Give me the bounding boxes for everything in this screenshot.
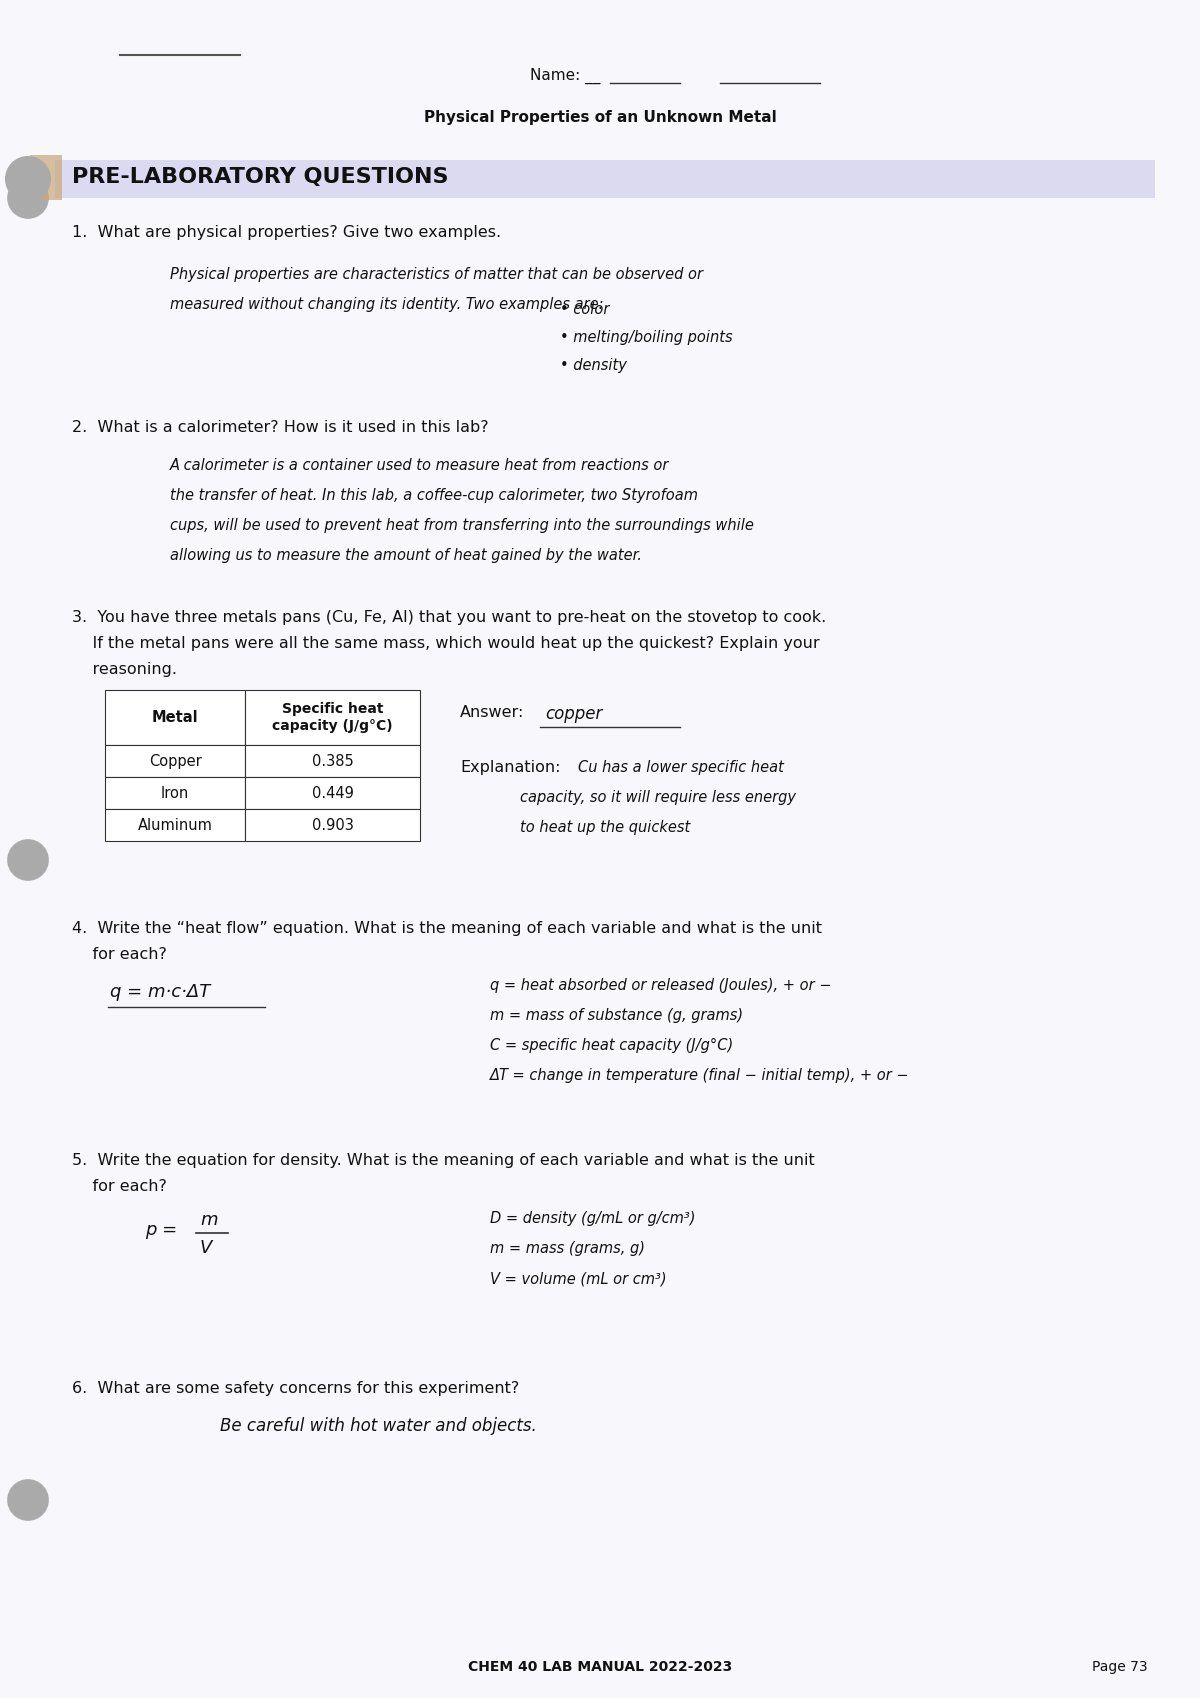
Text: Explanation:: Explanation: — [460, 761, 560, 774]
Text: to heat up the quickest: to heat up the quickest — [520, 820, 690, 835]
Text: measured without changing its identity. Two examples are:: measured without changing its identity. … — [170, 297, 604, 312]
Bar — [106, 778, 245, 808]
Text: Physical Properties of an Unknown Metal: Physical Properties of an Unknown Metal — [424, 110, 776, 126]
Text: reasoning.: reasoning. — [72, 662, 178, 678]
Text: Physical properties are characteristics of matter that can be observed or: Physical properties are characteristics … — [170, 267, 703, 282]
Text: • melting/boiling points: • melting/boiling points — [560, 329, 733, 345]
Text: PRE-LABORATORY QUESTIONS: PRE-LABORATORY QUESTIONS — [72, 166, 449, 187]
Text: 5.  Write the equation for density. What is the meaning of each variable and wha: 5. Write the equation for density. What … — [72, 1153, 815, 1168]
Text: m = mass (grams, g): m = mass (grams, g) — [490, 1241, 646, 1257]
Bar — [245, 778, 420, 808]
Bar — [245, 808, 420, 841]
Text: for each?: for each? — [72, 947, 167, 963]
Text: V: V — [200, 1240, 212, 1257]
Text: 1.  What are physical properties? Give two examples.: 1. What are physical properties? Give tw… — [72, 226, 502, 239]
Text: 0.385: 0.385 — [312, 754, 353, 769]
Text: q = heat absorbed or released (Joules), + or −: q = heat absorbed or released (Joules), … — [490, 978, 832, 993]
Text: 2.  What is a calorimeter? How is it used in this lab?: 2. What is a calorimeter? How is it used… — [72, 419, 488, 435]
Text: C = specific heat capacity (J/g°C): C = specific heat capacity (J/g°C) — [490, 1037, 733, 1053]
Text: for each?: for each? — [72, 1178, 167, 1194]
Text: copper: copper — [545, 705, 602, 723]
Circle shape — [8, 841, 48, 880]
Text: capacity, so it will require less energy: capacity, so it will require less energy — [520, 790, 796, 805]
Bar — [106, 745, 245, 778]
Text: 0.449: 0.449 — [312, 786, 354, 800]
Text: Iron: Iron — [161, 786, 190, 800]
Text: m = mass of substance (g, grams): m = mass of substance (g, grams) — [490, 1009, 743, 1022]
Text: Copper: Copper — [149, 754, 202, 769]
Text: cups, will be used to prevent heat from transferring into the surroundings while: cups, will be used to prevent heat from … — [170, 518, 754, 533]
Bar — [55, 160, 1154, 199]
Text: CHEM 40 LAB MANUAL 2022-2023: CHEM 40 LAB MANUAL 2022-2023 — [468, 1661, 732, 1674]
Circle shape — [8, 1481, 48, 1520]
Bar — [106, 808, 245, 841]
Circle shape — [8, 178, 48, 217]
Text: Be careful with hot water and objects.: Be careful with hot water and objects. — [220, 1418, 536, 1435]
Text: 6.  What are some safety concerns for this experiment?: 6. What are some safety concerns for thi… — [72, 1380, 520, 1396]
Text: ΔT = change in temperature (final − initial temp), + or −: ΔT = change in temperature (final − init… — [490, 1068, 910, 1083]
Text: p =: p = — [145, 1221, 178, 1240]
Text: 0.903: 0.903 — [312, 817, 354, 832]
Text: Name: __: Name: __ — [530, 68, 600, 85]
Text: If the metal pans were all the same mass, which would heat up the quickest? Expl: If the metal pans were all the same mass… — [72, 637, 820, 650]
Text: Answer:: Answer: — [460, 705, 524, 720]
Bar — [245, 689, 420, 745]
Text: Specific heat
capacity (J/g°C): Specific heat capacity (J/g°C) — [272, 703, 392, 732]
Text: Metal: Metal — [151, 710, 198, 725]
Text: • density: • density — [560, 358, 626, 374]
Bar — [30, 155, 62, 200]
Text: D = density (g/mL or g/cm³): D = density (g/mL or g/cm³) — [490, 1211, 696, 1226]
Text: • color: • color — [560, 302, 610, 318]
Circle shape — [6, 156, 50, 200]
Text: Cu has a lower specific heat: Cu has a lower specific heat — [578, 761, 784, 774]
Text: V = volume (mL or cm³): V = volume (mL or cm³) — [490, 1272, 667, 1285]
Text: Page 73: Page 73 — [1092, 1661, 1148, 1674]
Text: allowing us to measure the amount of heat gained by the water.: allowing us to measure the amount of hea… — [170, 548, 642, 564]
Bar — [106, 689, 245, 745]
Text: 3.  You have three metals pans (Cu, Fe, Al) that you want to pre-heat on the sto: 3. You have three metals pans (Cu, Fe, A… — [72, 610, 827, 625]
Text: 4.  Write the “heat flow” equation. What is the meaning of each variable and wha: 4. Write the “heat flow” equation. What … — [72, 920, 822, 936]
Text: A calorimeter is a container used to measure heat from reactions or: A calorimeter is a container used to mea… — [170, 458, 670, 474]
Text: the transfer of heat. In this lab, a coffee-cup calorimeter, two Styrofoam: the transfer of heat. In this lab, a cof… — [170, 487, 698, 503]
Text: Aluminum: Aluminum — [138, 817, 212, 832]
Text: q = m·c·ΔT: q = m·c·ΔT — [110, 983, 210, 1002]
Bar — [245, 745, 420, 778]
Text: m: m — [200, 1211, 217, 1229]
